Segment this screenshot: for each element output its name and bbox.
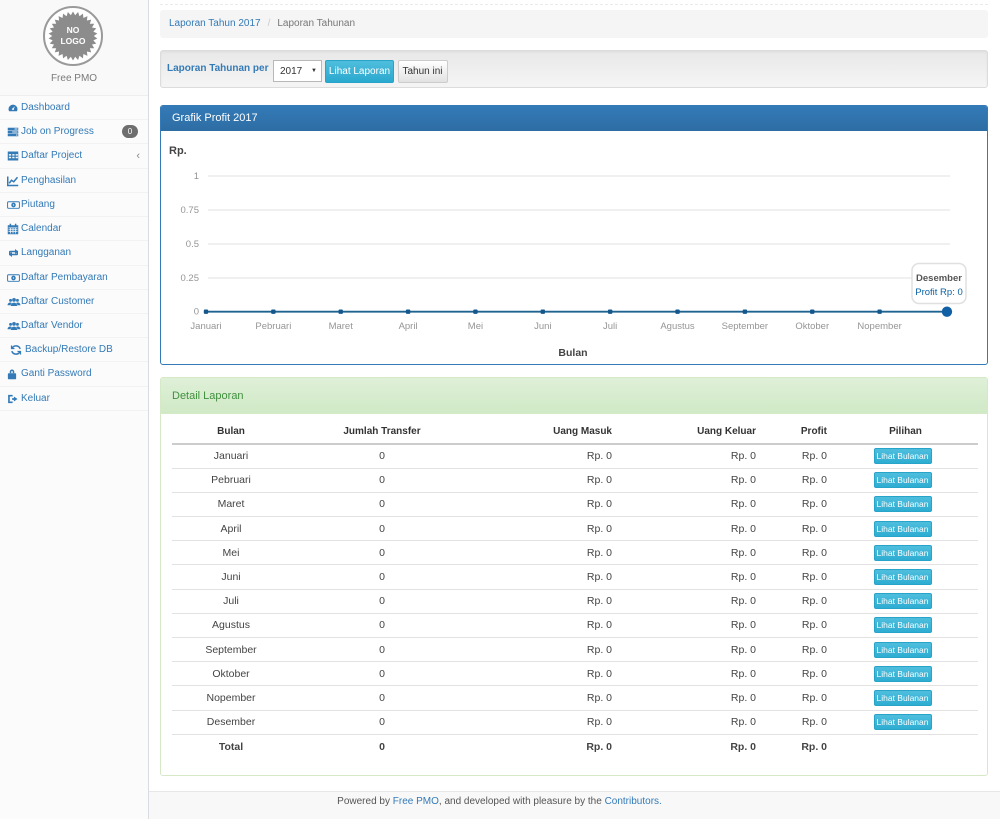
svg-text:LOGO: LOGO <box>60 36 85 46</box>
svg-text:0.75: 0.75 <box>181 205 200 216</box>
svg-text:Mei: Mei <box>468 321 483 332</box>
svg-text:Maret: Maret <box>329 321 354 332</box>
svg-text:Pebruari: Pebruari <box>255 321 291 332</box>
svg-text:Profit Rp: 0: Profit Rp: 0 <box>915 287 963 298</box>
svg-text:Januari: Januari <box>190 321 221 332</box>
svg-text:0: 0 <box>194 307 199 318</box>
svg-text:Bulan: Bulan <box>558 347 587 359</box>
svg-text:Nopember: Nopember <box>857 321 901 332</box>
svg-text:NO: NO <box>67 25 80 35</box>
svg-text:0.5: 0.5 <box>186 239 199 250</box>
svg-text:1: 1 <box>194 171 199 182</box>
svg-text:Juni: Juni <box>534 321 551 332</box>
svg-text:Rp.: Rp. <box>169 145 187 157</box>
svg-text:September: September <box>722 321 768 332</box>
svg-text:Oktober: Oktober <box>795 321 829 332</box>
svg-text:Desember: Desember <box>916 273 962 284</box>
svg-text:Juli: Juli <box>603 321 617 332</box>
svg-text:0.25: 0.25 <box>181 273 200 284</box>
svg-text:April: April <box>399 321 418 332</box>
svg-text:Agustus: Agustus <box>660 321 695 332</box>
